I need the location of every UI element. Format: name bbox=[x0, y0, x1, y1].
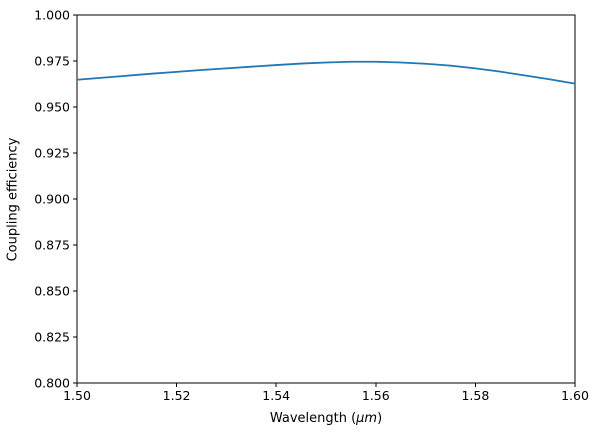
y-tick-label: 1.000 bbox=[34, 7, 70, 22]
x-tick-label: 1.50 bbox=[63, 388, 91, 403]
x-axis-label-prefix: Wavelength ( bbox=[269, 411, 357, 426]
x-tick-label: 1.54 bbox=[262, 388, 290, 403]
y-tick-label: 0.875 bbox=[34, 237, 70, 252]
x-axis-label-math-unit: μm bbox=[356, 411, 378, 426]
x-tick-label: 1.60 bbox=[561, 388, 589, 403]
y-tick-label: 0.975 bbox=[34, 53, 70, 68]
y-tick-label: 0.800 bbox=[34, 375, 70, 390]
y-tick-label: 0.825 bbox=[34, 329, 70, 344]
x-tick-label: 1.56 bbox=[362, 388, 390, 403]
x-tick-label: 1.52 bbox=[163, 388, 191, 403]
y-tick-label: 0.950 bbox=[34, 99, 70, 114]
y-tick-label: 0.850 bbox=[34, 283, 70, 298]
x-tick-label: 1.58 bbox=[461, 388, 489, 403]
y-tick-label: 0.900 bbox=[34, 191, 70, 206]
y-axis-label: Coupling efficiency bbox=[5, 137, 21, 262]
x-axis-label-suffix: ) bbox=[377, 411, 383, 426]
x-axis-label: Wavelength (μm) bbox=[77, 411, 575, 426]
plot-border bbox=[76, 14, 576, 384]
data-line bbox=[76, 60, 576, 85]
y-tick-label: 0.925 bbox=[34, 145, 70, 160]
